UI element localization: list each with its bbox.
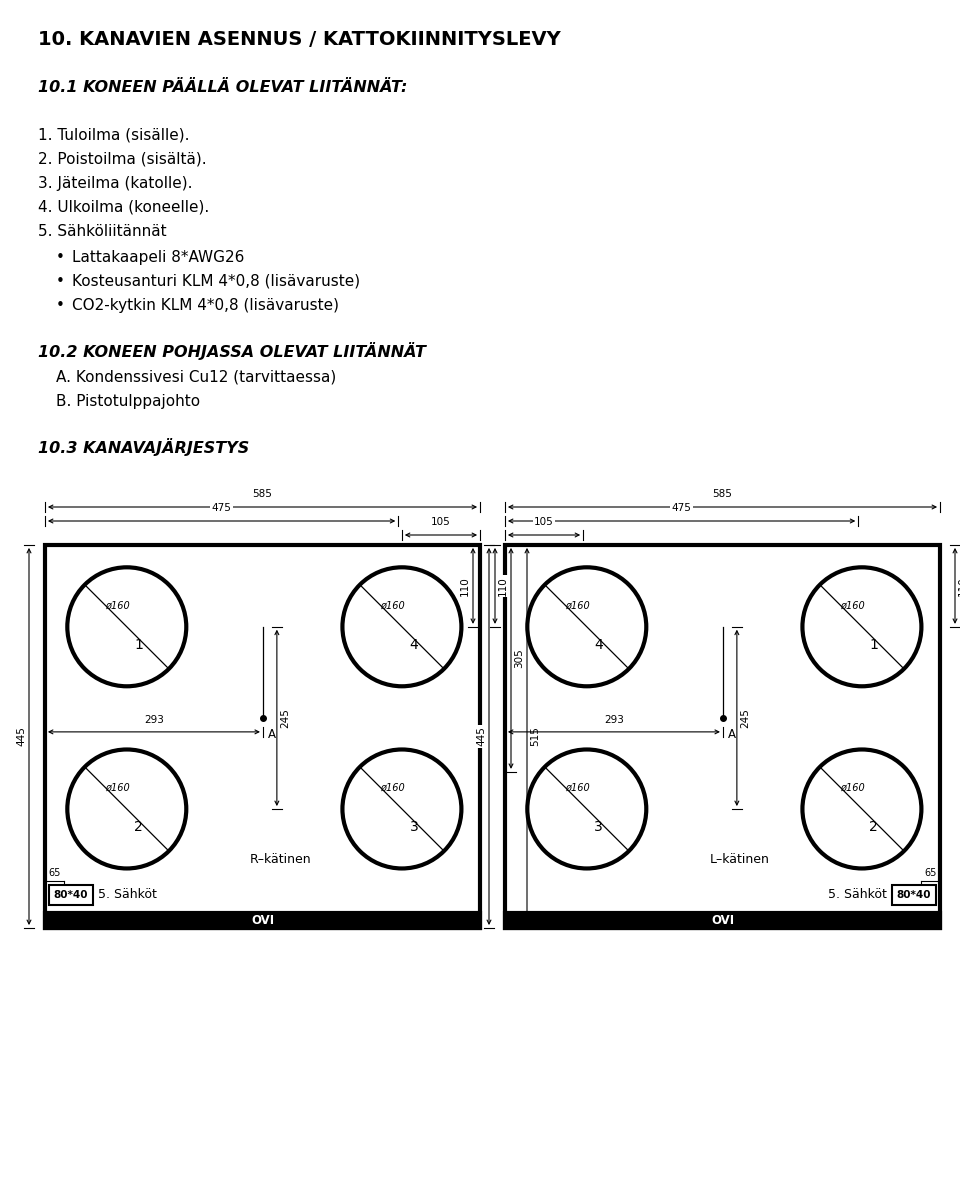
Ellipse shape xyxy=(803,567,922,686)
Ellipse shape xyxy=(67,567,186,686)
Text: R–kätinen: R–kätinen xyxy=(250,852,311,865)
Text: 293: 293 xyxy=(144,714,164,725)
Text: ø160: ø160 xyxy=(380,601,405,611)
Text: 5. Sähköt: 5. Sähköt xyxy=(98,889,156,902)
Text: OVI: OVI xyxy=(711,914,734,927)
Text: 110: 110 xyxy=(498,577,508,595)
Bar xyxy=(505,913,940,928)
Text: 305: 305 xyxy=(514,648,524,668)
Text: 65: 65 xyxy=(48,868,60,878)
Text: •: • xyxy=(56,250,65,265)
Text: 2: 2 xyxy=(134,819,143,834)
Text: 65: 65 xyxy=(924,868,937,878)
Text: B. Pistotulppajohto: B. Pistotulppajohto xyxy=(56,394,200,409)
Text: ø160: ø160 xyxy=(841,601,865,611)
Text: 3: 3 xyxy=(410,819,419,834)
Text: 110: 110 xyxy=(460,577,470,595)
Text: 10. KANAVIEN ASENNUS / KATTOKIINNITYSLEVY: 10. KANAVIEN ASENNUS / KATTOKIINNITYSLEV… xyxy=(38,29,561,50)
Text: L–kätinen: L–kätinen xyxy=(709,852,769,865)
Text: 445: 445 xyxy=(16,726,26,746)
Bar xyxy=(49,885,93,905)
Text: •: • xyxy=(56,298,65,312)
Text: •: • xyxy=(56,274,65,289)
Text: 4: 4 xyxy=(594,638,603,652)
Text: 5. Sähköt: 5. Sähköt xyxy=(828,889,887,902)
Text: ø160: ø160 xyxy=(565,783,590,793)
Text: 4: 4 xyxy=(410,638,419,652)
Text: A: A xyxy=(268,727,276,740)
Ellipse shape xyxy=(67,750,186,869)
Text: ø160: ø160 xyxy=(380,783,405,793)
Text: 515: 515 xyxy=(530,726,540,746)
Text: 245: 245 xyxy=(740,707,750,727)
Text: 5. Sähköliitännät: 5. Sähköliitännät xyxy=(38,224,167,239)
Text: ø160: ø160 xyxy=(106,783,131,793)
Ellipse shape xyxy=(527,567,646,686)
Text: 10.2 KONEEN POHJASSA OLEVAT LIITÄNNÄT: 10.2 KONEEN POHJASSA OLEVAT LIITÄNNÄT xyxy=(38,342,426,360)
Text: 293: 293 xyxy=(604,714,624,725)
Text: 475: 475 xyxy=(211,503,231,513)
Ellipse shape xyxy=(803,750,922,869)
Text: 2: 2 xyxy=(870,819,878,834)
Ellipse shape xyxy=(527,750,646,869)
Text: 2. Poistoilma (sisältä).: 2. Poistoilma (sisältä). xyxy=(38,152,206,167)
Text: 80*40: 80*40 xyxy=(54,890,88,900)
Text: 4. Ulkoilma (koneelle).: 4. Ulkoilma (koneelle). xyxy=(38,200,209,215)
Text: 245: 245 xyxy=(280,707,290,727)
Bar xyxy=(45,545,480,928)
Text: 3: 3 xyxy=(594,819,603,834)
Text: A. Kondenssivesi Cu12 (tarvittaessa): A. Kondenssivesi Cu12 (tarvittaessa) xyxy=(56,370,336,386)
Text: 445: 445 xyxy=(476,726,486,746)
Text: 475: 475 xyxy=(672,503,691,513)
Ellipse shape xyxy=(343,567,462,686)
Text: 105: 105 xyxy=(534,518,554,527)
Text: 10.3 KANAVAJÄRJESTYS: 10.3 KANAVAJÄRJESTYS xyxy=(38,439,250,456)
Bar xyxy=(45,913,480,928)
Text: ø160: ø160 xyxy=(565,601,590,611)
Text: Kosteusanturi KLM 4*0,8 (lisävaruste): Kosteusanturi KLM 4*0,8 (lisävaruste) xyxy=(72,274,360,289)
Ellipse shape xyxy=(343,750,462,869)
Text: 1: 1 xyxy=(134,638,143,652)
Text: Lattakaapeli 8*AWG26: Lattakaapeli 8*AWG26 xyxy=(72,250,245,265)
Bar xyxy=(505,545,940,928)
Text: 110: 110 xyxy=(958,577,960,595)
Text: OVI: OVI xyxy=(251,914,274,927)
Text: 585: 585 xyxy=(252,489,273,499)
Text: 1. Tuloilma (sisälle).: 1. Tuloilma (sisälle). xyxy=(38,129,189,143)
Text: 3. Jäteilma (katolle).: 3. Jäteilma (katolle). xyxy=(38,176,193,191)
Text: 1: 1 xyxy=(870,638,878,652)
Text: A: A xyxy=(728,727,736,740)
Text: ø160: ø160 xyxy=(106,601,131,611)
Bar xyxy=(892,885,936,905)
Text: 585: 585 xyxy=(712,489,732,499)
Text: 80*40: 80*40 xyxy=(897,890,931,900)
Text: ø160: ø160 xyxy=(841,783,865,793)
Text: CO2-kytkin KLM 4*0,8 (lisävaruste): CO2-kytkin KLM 4*0,8 (lisävaruste) xyxy=(72,298,339,312)
Text: 10.1 KONEEN PÄÄLLÄ OLEVAT LIITÄNNÄT:: 10.1 KONEEN PÄÄLLÄ OLEVAT LIITÄNNÄT: xyxy=(38,80,407,95)
Text: 105: 105 xyxy=(431,518,451,527)
